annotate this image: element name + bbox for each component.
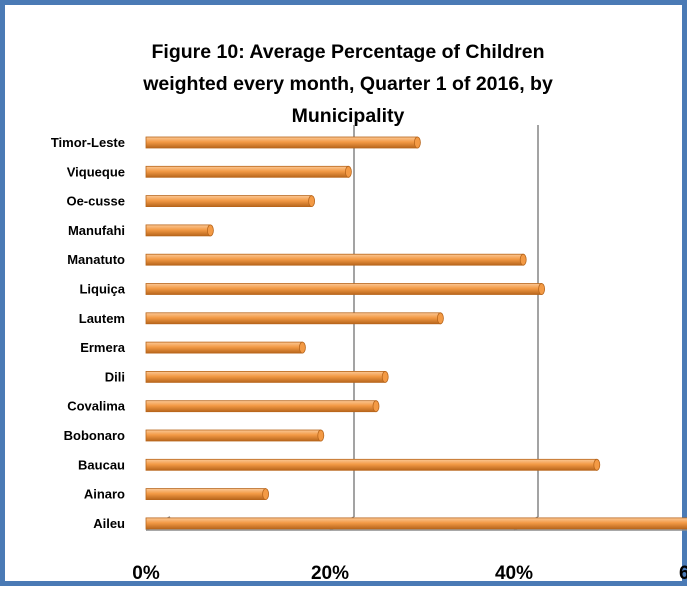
bar-body [145, 283, 543, 295]
bar-end-cap [593, 458, 601, 471]
category-label: Dili [105, 369, 125, 384]
bar [145, 283, 545, 295]
bar [145, 136, 421, 149]
floor-line [146, 529, 687, 531]
chart-title-line: Figure 10: Average Percentage of Childre… [152, 41, 545, 63]
bar-end-cap [538, 283, 545, 295]
category-label: Covalima [67, 399, 126, 414]
x-tick-label: 60% [679, 563, 687, 584]
bar [145, 370, 389, 383]
bar [145, 488, 270, 501]
category-label: Viqueque [67, 164, 125, 179]
bar-chart: Figure 10: Average Percentage of Childre… [51, 41, 687, 584]
bar-end-cap [344, 165, 352, 178]
bar-end-cap [381, 370, 389, 383]
bar [145, 253, 527, 266]
category-label: Ermera [80, 340, 126, 355]
bar [145, 165, 352, 178]
x-tick-labels: 0%20%40%60%80% [132, 563, 687, 584]
category-label: Manatuto [67, 252, 125, 267]
bar [145, 224, 214, 237]
bar-end-cap [317, 429, 325, 442]
x-tick-label: 20% [311, 563, 349, 584]
bar-body [145, 195, 313, 208]
bar-body [145, 429, 322, 442]
bar-body [145, 136, 418, 149]
bar-end-cap [436, 312, 444, 325]
bar [145, 400, 380, 413]
x-tick-label: 40% [495, 563, 533, 584]
bar-end-cap [206, 224, 214, 237]
bar-end-cap [413, 136, 421, 149]
bar-body [145, 253, 524, 266]
bar-body [145, 458, 598, 471]
category-label: Timor-Leste [51, 135, 125, 150]
bar-body [145, 312, 441, 325]
category-labels: Timor-Leste Viqueque Oe-cusse Manufahi Manat… [51, 135, 126, 531]
bar-end-cap [519, 253, 527, 266]
chart-title-line: weighted every month, Quarter 1 of 2016,… [142, 73, 553, 95]
bar-body [145, 370, 386, 383]
bar [145, 517, 687, 530]
bar [145, 341, 306, 354]
category-label: Aileu [93, 516, 125, 531]
x-tick-label: 0% [132, 563, 160, 584]
bar-body [145, 517, 687, 530]
category-label: Bobonaro [64, 428, 125, 443]
bar [145, 429, 325, 442]
bar [145, 458, 601, 471]
category-label: Ainaro [84, 487, 125, 502]
bar-end-cap [308, 195, 316, 208]
bar [145, 312, 444, 325]
bar [145, 195, 316, 208]
category-label: Baucau [78, 457, 125, 472]
category-label: Lautem [79, 311, 125, 326]
bar-body [145, 488, 266, 501]
category-label: Manufahi [68, 223, 125, 238]
bar-body [145, 341, 303, 354]
category-label: Oe-cusse [66, 194, 125, 209]
bar-end-cap [262, 488, 270, 501]
bar-body [145, 400, 377, 413]
bars [145, 136, 687, 530]
bar-body [145, 165, 349, 178]
bar-body [145, 224, 211, 237]
bar-end-cap [298, 341, 306, 354]
bar-end-cap [372, 400, 380, 413]
category-label: Liquiça [79, 282, 125, 297]
chart-title-line: Municipality [292, 105, 405, 127]
chart-title: Figure 10: Average Percentage of Childre… [142, 41, 553, 127]
